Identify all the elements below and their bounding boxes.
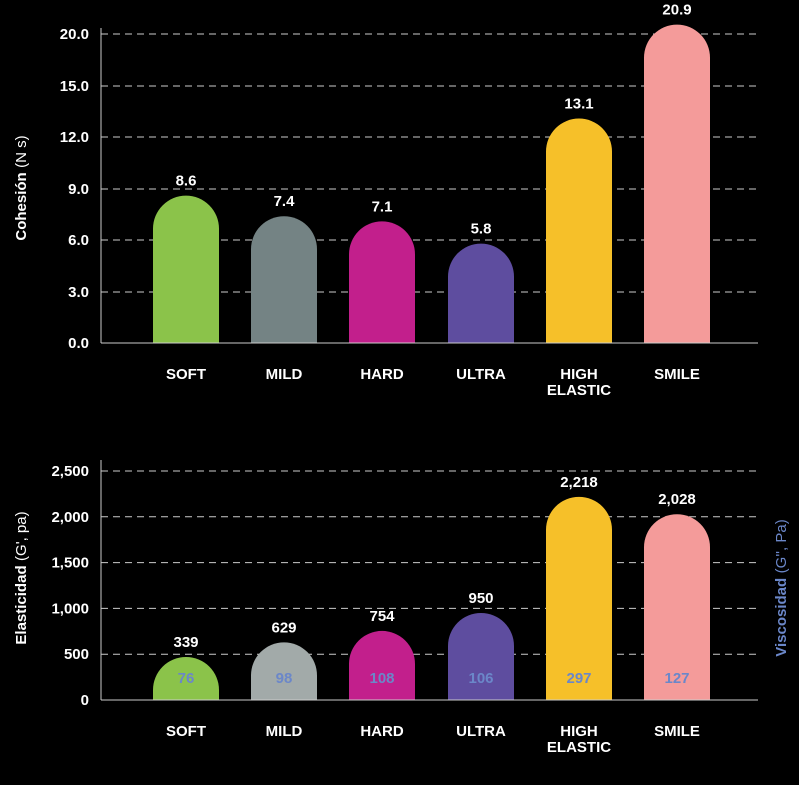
elasticity-bar — [546, 496, 612, 700]
cohesion-y-axis-title-bold: Cohesión — [13, 172, 30, 240]
elasticity-y-axis-title-unit: (G', pa) — [13, 511, 30, 561]
cohesion-y-axis-title: Cohesión (N s) — [13, 135, 30, 240]
viscosity-value-label: 98 — [276, 670, 293, 687]
elasticity-bar — [644, 514, 710, 700]
elasticity-bar — [153, 657, 219, 700]
elasticity-bar — [349, 630, 415, 700]
cohesion-bars — [153, 24, 710, 343]
cohesion-y-tick-label: 15.0 — [60, 78, 89, 95]
elasticity-y-tick-label: 0 — [81, 692, 89, 709]
elasticity-y-axis-title-bold: Elasticidad — [13, 565, 30, 644]
viscosity-y-axis-title-bold: Viscosidad — [773, 578, 790, 657]
cohesion-category-label: HARD — [360, 366, 403, 383]
elasticity-y-tick-label: 1,000 — [51, 600, 89, 617]
elasticity-y-tick-label: 1,500 — [51, 555, 89, 572]
elasticity-value-label: 950 — [468, 590, 493, 607]
cohesion-value-label: 7.4 — [274, 193, 296, 210]
viscosity-y-axis-title: Viscosidad (G'', Pa) — [773, 519, 790, 656]
cohesion-value-label: 8.6 — [176, 173, 197, 190]
elasticity-value-labels: 339 629 754 950 2,218 2,028 — [173, 474, 695, 651]
viscosity-y-axis-title-unit: (G'', Pa) — [773, 519, 790, 573]
cohesion-y-tick-label: 20.0 — [60, 26, 89, 43]
cohesion-category-label: SOFT — [166, 366, 206, 383]
elasticity-value-label: 2,028 — [658, 491, 696, 508]
cohesion-category-label: MILD — [266, 366, 303, 383]
elasticity-y-tick-label: 500 — [64, 646, 89, 663]
elasticity-value-label: 629 — [271, 619, 296, 636]
elasticity-bars — [153, 496, 710, 700]
viscosity-value-label: 108 — [369, 670, 394, 687]
viscosity-value-label: 297 — [566, 670, 591, 687]
cohesion-y-ticks: 0.0 3.0 6.0 9.0 12.0 15.0 20.0 — [60, 26, 89, 352]
elasticity-bar — [251, 642, 317, 700]
cohesion-value-label: 5.8 — [471, 221, 492, 238]
elasticity-category-label: SOFT — [166, 723, 206, 740]
viscosity-value-label: 76 — [178, 670, 195, 687]
elasticity-category-label: MILD — [266, 723, 303, 740]
elasticity-chart: 0 500 1,000 1,500 2,000 2,500 339 629 754 950 2,2… — [13, 460, 790, 756]
cohesion-chart: 0.0 3.0 6.0 9.0 12.0 15.0 20.0 8.6 7.4 7.1 5.8 13.… — [13, 2, 758, 399]
viscosity-value-label: 106 — [468, 670, 493, 687]
cohesion-category-label: SMILE — [654, 366, 700, 383]
elasticity-category-label: ULTRA — [456, 723, 506, 740]
elasticity-y-axis-title: Elasticidad (G', pa) — [13, 511, 30, 644]
cohesion-bar — [349, 221, 415, 343]
cohesion-y-axis-title-unit: (N s) — [13, 135, 30, 168]
viscosity-value-labels: 76 98 108 106 297 127 — [178, 670, 690, 687]
cohesion-bar — [448, 243, 514, 343]
cohesion-y-tick-label: 9.0 — [68, 181, 89, 198]
elasticity-bar — [448, 612, 514, 700]
cohesion-bar — [153, 195, 219, 343]
elasticity-value-label: 339 — [173, 634, 198, 651]
elasticity-y-tick-label: 2,000 — [51, 509, 89, 526]
elasticity-y-tick-label: 2,500 — [51, 463, 89, 480]
cohesion-y-tick-label: 3.0 — [68, 284, 89, 301]
elasticity-y-ticks: 0 500 1,000 1,500 2,000 2,500 — [51, 463, 89, 709]
cohesion-category-label: HIGH — [560, 366, 598, 383]
cohesion-category-label: ELASTIC — [547, 382, 611, 399]
cohesion-category-label: ULTRA — [456, 366, 506, 383]
viscosity-value-label: 127 — [664, 670, 689, 687]
elasticity-category-label: SMILE — [654, 723, 700, 740]
elasticity-gridlines — [101, 470, 758, 655]
cohesion-value-label: 7.1 — [372, 198, 393, 215]
cohesion-value-label: 13.1 — [564, 96, 593, 113]
cohesion-bar — [644, 24, 710, 343]
elasticity-category-label: ELASTIC — [547, 739, 611, 756]
elasticity-value-label: 754 — [369, 608, 395, 625]
elasticity-value-label: 2,218 — [560, 474, 598, 491]
cohesion-bar — [546, 118, 612, 343]
cohesion-value-label: 20.9 — [662, 2, 691, 19]
cohesion-y-tick-label: 6.0 — [68, 232, 89, 249]
cohesion-value-labels: 8.6 7.4 7.1 5.8 13.1 20.9 — [176, 2, 692, 238]
cohesion-y-tick-label: 12.0 — [60, 129, 89, 146]
cohesion-bar — [251, 216, 317, 343]
cohesion-y-tick-label: 0.0 — [68, 335, 89, 352]
elasticity-category-label: HARD — [360, 723, 403, 740]
elasticity-category-label: HIGH — [560, 723, 598, 740]
